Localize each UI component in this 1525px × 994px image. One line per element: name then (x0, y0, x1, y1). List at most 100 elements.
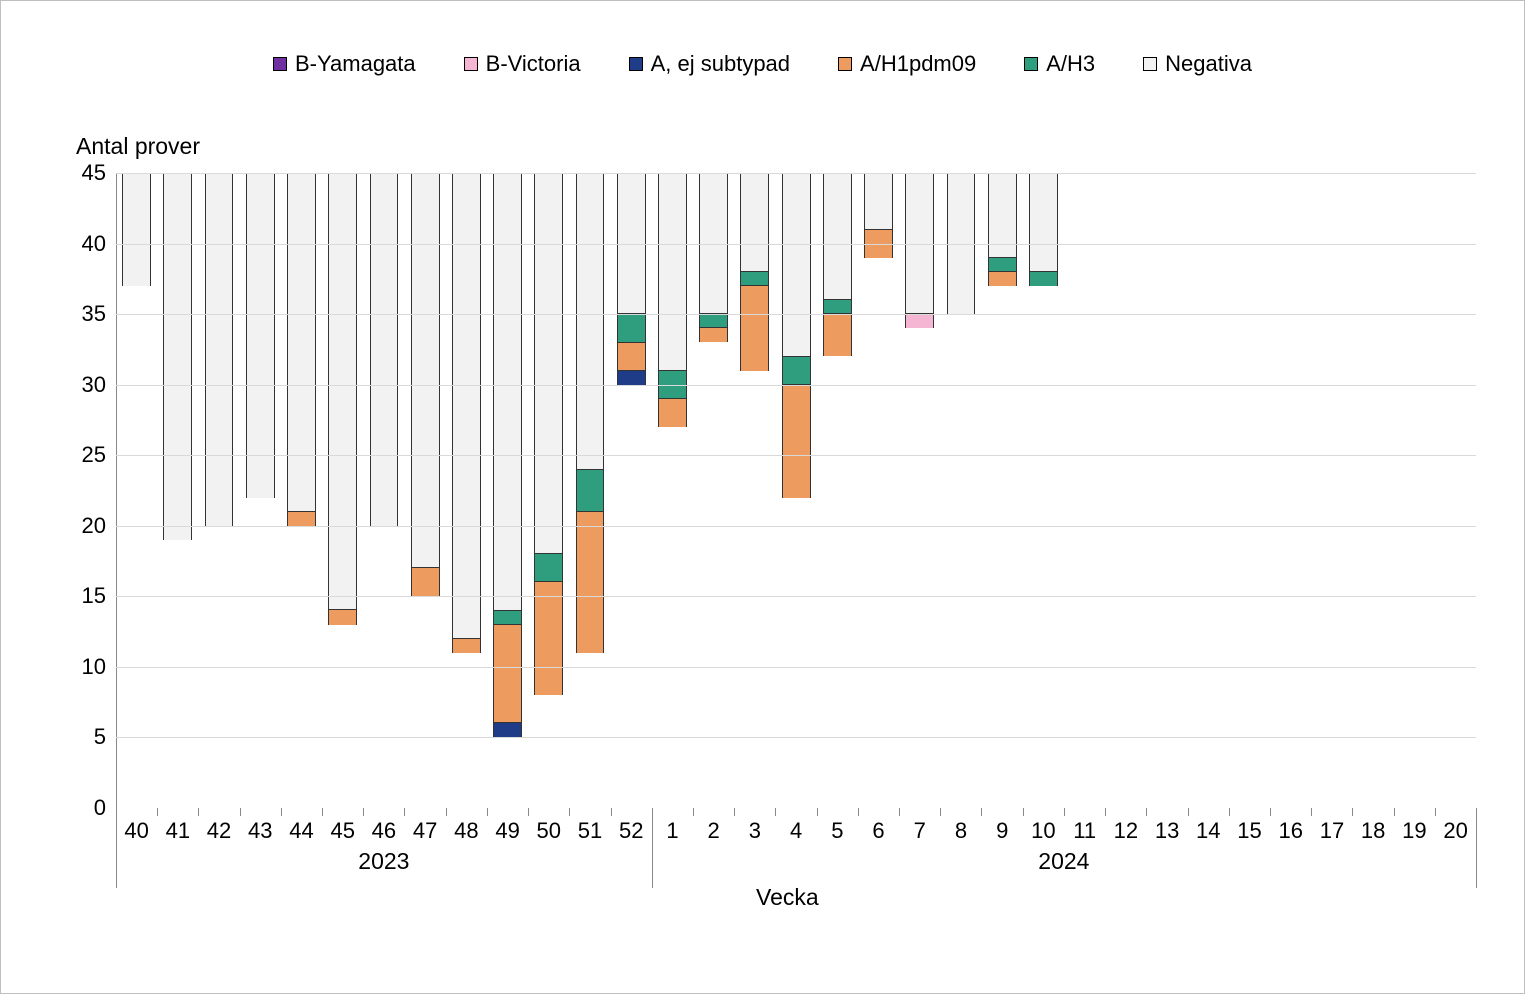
bar-column (446, 173, 487, 808)
bar-segment-a_h1pdm09 (618, 343, 645, 371)
legend-swatch-icon (629, 57, 643, 71)
y-tick-label: 15 (82, 583, 116, 609)
stacked-bar (287, 173, 316, 526)
x-tick-label: 50 (528, 818, 569, 844)
bar-segment-a_h3 (700, 314, 727, 328)
chart-frame: B-Yamagata B-Victoria A, ej subtypad A/H1pd… (0, 0, 1525, 994)
y-tick-label: 45 (82, 160, 116, 186)
bar-segment-a_h3 (1030, 272, 1057, 286)
x-tick-label: 51 (569, 818, 610, 844)
bar-column (157, 173, 198, 808)
bar-segment-a_h1pdm09 (824, 314, 851, 356)
legend-item-a_h3: A/H3 (1024, 51, 1095, 77)
stacked-bar (905, 173, 934, 328)
x-tick-mark (404, 808, 405, 816)
y-tick-label: 0 (94, 795, 116, 821)
bar-segment-negativa (783, 174, 810, 357)
x-tick-mark (1064, 808, 1065, 816)
stacked-bar (163, 173, 192, 540)
x-tick-mark (569, 808, 570, 816)
legend-item-negativa: Negativa (1143, 51, 1252, 77)
bar-segment-a_h3 (989, 258, 1016, 272)
x-tick-mark (446, 808, 447, 816)
x-tick-mark (1270, 808, 1271, 816)
legend-swatch-icon (1024, 57, 1038, 71)
x-tick-mark (1352, 808, 1353, 816)
bar-segment-a_h1pdm09 (577, 512, 604, 653)
bar-column (1023, 173, 1064, 808)
legend-item-b_victoria: B-Victoria (464, 51, 581, 77)
x-tick-label: 48 (446, 818, 487, 844)
bar-column (1229, 173, 1270, 808)
x-tick-mark (116, 808, 117, 816)
bar-segment-a_h3 (824, 300, 851, 314)
bar-column (240, 173, 281, 808)
legend-item-b_yamagata: B-Yamagata (273, 51, 416, 77)
legend-label: B-Victoria (486, 51, 581, 77)
bar-segment-negativa (535, 174, 562, 554)
bar-column (322, 173, 363, 808)
x-tick-mark (693, 808, 694, 816)
stacked-bar (617, 173, 646, 385)
x-tick-label: 7 (899, 818, 940, 844)
bar-column (1105, 173, 1146, 808)
bar-column (776, 173, 817, 808)
bar-segment-negativa (989, 174, 1016, 258)
x-tick-label: 49 (487, 818, 528, 844)
stacked-bar (740, 173, 769, 371)
bar-segment-negativa (824, 174, 851, 300)
bar-segment-a_h3 (577, 470, 604, 512)
x-tick-label: 47 (405, 818, 446, 844)
bar-column (405, 173, 446, 808)
x-tick-label: 46 (363, 818, 404, 844)
gridline (116, 737, 1476, 738)
x-tick-label: 19 (1394, 818, 1435, 844)
legend-item-a_ej_subtypad: A, ej subtypad (629, 51, 790, 77)
x-tick-label: 13 (1146, 818, 1187, 844)
bar-column (817, 173, 858, 808)
bar-column (198, 173, 239, 808)
y-tick-label: 20 (82, 513, 116, 539)
x-tick-mark (775, 808, 776, 816)
gridline (116, 667, 1476, 668)
legend-swatch-icon (464, 57, 478, 71)
bar-column (940, 173, 981, 808)
y-tick-label: 35 (82, 301, 116, 327)
bar-column (1435, 173, 1476, 808)
bar-segment-negativa (206, 174, 233, 526)
stacked-bar (122, 173, 151, 286)
y-tick-label: 5 (94, 724, 116, 750)
bar-segment-a_h1pdm09 (783, 385, 810, 498)
x-tick-mark (240, 808, 241, 816)
stacked-bar (699, 173, 728, 342)
x-tick-mark (363, 808, 364, 816)
year-separator (1476, 808, 1477, 888)
x-tick-mark (1146, 808, 1147, 816)
bar-segment-negativa (288, 174, 315, 512)
y-tick-label: 40 (82, 231, 116, 257)
gridline (116, 596, 1476, 597)
y-axis-title: Antal prover (76, 133, 200, 160)
stacked-bar (576, 173, 605, 653)
bar-segment-a_h1pdm09 (412, 568, 439, 596)
x-tick-label: 10 (1023, 818, 1064, 844)
stacked-bar (370, 173, 399, 526)
bar-segment-negativa (659, 174, 686, 371)
x-tick-mark (899, 808, 900, 816)
bar-segment-a_h3 (618, 314, 645, 342)
bar-column (1188, 173, 1229, 808)
x-tick-label: 1 (652, 818, 693, 844)
bar-segment-negativa (494, 174, 521, 611)
x-tick-label: 14 (1188, 818, 1229, 844)
stacked-bar (452, 173, 481, 653)
y-tick-label: 10 (82, 654, 116, 680)
x-axis-title: Vecka (756, 884, 819, 911)
x-tick-label: 11 (1064, 818, 1105, 844)
x-tick-label: 15 (1229, 818, 1270, 844)
legend-label: A/H1pdm09 (860, 51, 976, 77)
x-tick-mark (528, 808, 529, 816)
x-tick-mark (1023, 808, 1024, 816)
x-tick-label: 17 (1311, 818, 1352, 844)
x-tick-mark (1435, 808, 1436, 816)
bar-segment-a_h3 (741, 272, 768, 286)
